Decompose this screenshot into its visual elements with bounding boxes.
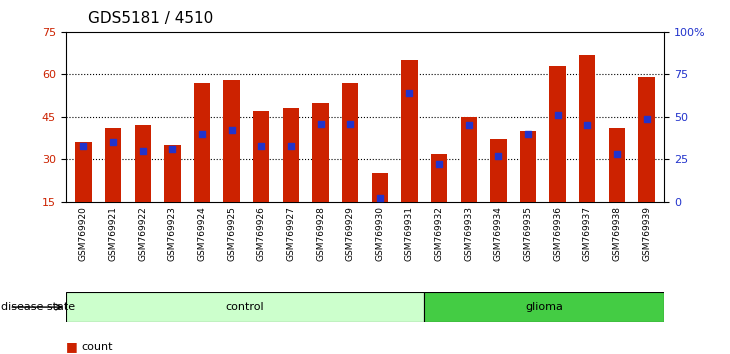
Text: GSM769927: GSM769927 [286,206,296,261]
Text: GSM769925: GSM769925 [227,206,236,261]
Bar [253,111,269,202]
Bar [164,145,180,202]
Bar [372,173,388,202]
Text: control: control [226,302,264,312]
Text: disease state: disease state [1,302,75,312]
Text: GSM769928: GSM769928 [316,206,325,261]
Bar [134,125,151,202]
Point [226,127,237,133]
Text: GSM769921: GSM769921 [109,206,118,261]
Text: GSM769939: GSM769939 [642,206,651,261]
Text: GSM769935: GSM769935 [523,206,532,261]
Bar [579,55,596,202]
Point [255,143,267,149]
Bar [75,142,92,202]
Bar [283,108,299,202]
Bar [638,77,655,202]
Bar [194,83,210,202]
Bar [342,83,358,202]
Bar [312,103,328,202]
Bar [491,139,507,202]
Point [641,116,653,121]
Text: GSM769933: GSM769933 [464,206,473,261]
Text: GSM769930: GSM769930 [375,206,384,261]
Point [581,122,593,128]
Point [137,148,149,154]
Bar [431,154,447,202]
Point [374,195,385,201]
Point [493,153,504,159]
Point [285,143,297,149]
Text: GSM769936: GSM769936 [553,206,562,261]
Text: glioma: glioma [526,302,564,312]
Point [552,112,564,118]
Point [345,121,356,126]
Text: GSM769932: GSM769932 [434,206,444,261]
Point [315,121,326,126]
Bar [66,292,424,322]
Point [196,131,208,137]
Text: GSM769938: GSM769938 [612,206,621,261]
Point [522,131,534,137]
Point [433,161,445,167]
Bar [550,66,566,202]
Point [166,146,178,152]
Text: GSM769937: GSM769937 [583,206,592,261]
Point [463,122,474,128]
Text: GSM769922: GSM769922 [138,206,147,261]
Text: ■: ■ [66,341,82,353]
Text: GSM769934: GSM769934 [494,206,503,261]
Bar [609,128,625,202]
Point [611,152,623,157]
Text: GSM769920: GSM769920 [79,206,88,261]
Bar [223,80,239,202]
Bar [402,60,418,202]
Bar [105,128,121,202]
Text: GSM769929: GSM769929 [346,206,355,261]
Text: count: count [82,342,113,352]
Point [77,143,89,149]
Bar [461,117,477,202]
Text: GDS5181 / 4510: GDS5181 / 4510 [88,11,213,25]
Bar [424,292,664,322]
Text: GSM769926: GSM769926 [257,206,266,261]
Text: GSM769931: GSM769931 [405,206,414,261]
Text: GSM769923: GSM769923 [168,206,177,261]
Text: GSM769924: GSM769924 [198,206,207,261]
Bar [520,131,536,202]
Point [107,139,119,145]
Point [404,90,415,96]
